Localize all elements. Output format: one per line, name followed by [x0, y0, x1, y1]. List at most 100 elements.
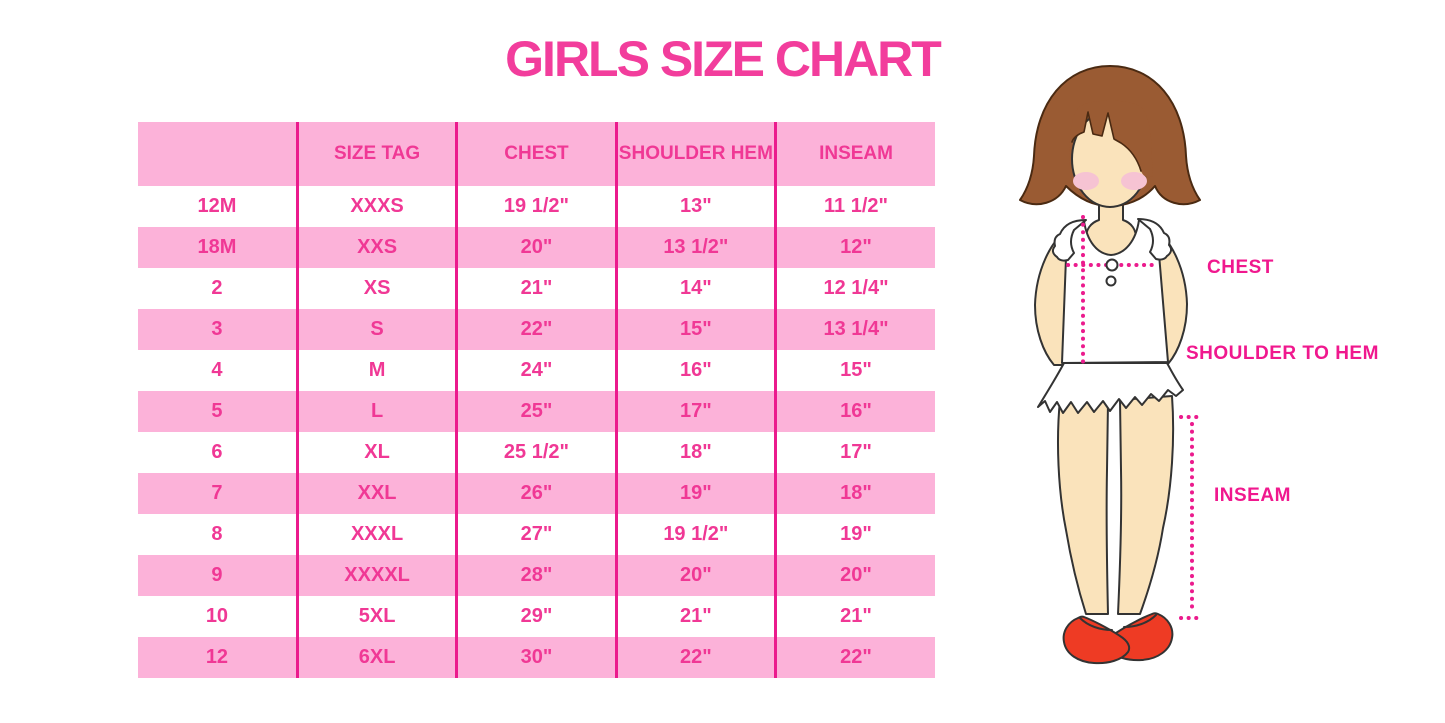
size-cell: XXXXL	[297, 555, 459, 596]
top-button	[1105, 258, 1119, 272]
size-cell: 11 1/2"	[775, 186, 935, 227]
table-row: 10 5XL 29" 21" 21"	[138, 596, 935, 637]
size-cell: XXXS	[297, 186, 459, 227]
size-cell: 22"	[456, 309, 618, 350]
size-cell: 22"	[775, 637, 935, 678]
size-chart-table: SIZE TAG CHEST SHOULDER HEM INSEAM 12M X…	[138, 122, 935, 678]
size-cell: 4	[138, 350, 299, 391]
size-cell: 27"	[456, 514, 618, 555]
right-blush	[1121, 172, 1147, 190]
size-cell: 19"	[775, 514, 935, 555]
left-shoe-strap	[1079, 617, 1113, 631]
size-cell: 28"	[456, 555, 618, 596]
size-cell: 20"	[456, 227, 618, 268]
size-cell: 19 1/2"	[456, 186, 618, 227]
left-shoe	[1062, 615, 1131, 665]
size-cell: 16"	[616, 350, 778, 391]
skirt-ruffle	[1037, 362, 1184, 414]
table-row: 12M XXXS 19 1/2" 13" 11 1/2"	[138, 186, 935, 227]
page-title: GIRLS SIZE CHART	[505, 31, 942, 87]
left-leg	[1057, 399, 1109, 615]
size-cell: 12	[138, 637, 299, 678]
size-cell: 13"	[616, 186, 778, 227]
size-cell: 5	[138, 391, 299, 432]
size-cell: 17"	[775, 432, 935, 473]
table-row: 8 XXXL 27" 19 1/2" 19"	[138, 514, 935, 555]
column-header-size-tag: SIZE TAG	[297, 122, 459, 186]
size-cell: XXL	[297, 473, 459, 514]
size-cell: 22"	[616, 637, 778, 678]
size-cell: 19 1/2"	[616, 514, 778, 555]
shoulder-to-hem-label: SHOULDER TO HEM	[1186, 343, 1379, 364]
column-header-shoulder-hem: SHOULDER HEM	[616, 122, 778, 186]
size-cell: 3	[138, 309, 299, 350]
right-shoe-strap	[1123, 614, 1157, 628]
size-cell: 24"	[456, 350, 618, 391]
inseam-dotted-line	[1179, 415, 1205, 620]
size-cell: 21"	[616, 596, 778, 637]
table-row: 2 XS 21" 14" 12 1/4"	[138, 268, 935, 309]
size-cell: 30"	[456, 637, 618, 678]
measurement-diagram: CHEST SHOULDER TO HEM INSEAM	[1019, 65, 1379, 665]
size-cell: 15"	[775, 350, 935, 391]
size-cell: 15"	[616, 309, 778, 350]
left-blush	[1073, 172, 1099, 190]
size-chart-body: 12M XXXS 19 1/2" 13" 11 1/2" 18M XXS 20"…	[138, 186, 935, 678]
size-cell: 25"	[456, 391, 618, 432]
size-cell: 21"	[456, 268, 618, 309]
table-row: 12 6XL 30" 22" 22"	[138, 637, 935, 678]
size-cell: 2	[138, 268, 299, 309]
size-cell: 21"	[775, 596, 935, 637]
size-cell: 18M	[138, 227, 299, 268]
size-cell: XS	[297, 268, 459, 309]
size-cell: 8	[138, 514, 299, 555]
size-cell: 7	[138, 473, 299, 514]
size-cell: S	[297, 309, 459, 350]
bangs-edge	[1071, 111, 1142, 172]
size-cell: 29"	[456, 596, 618, 637]
table-row: 18M XXS 20" 13 1/2" 12"	[138, 227, 935, 268]
size-cell: 20"	[616, 555, 778, 596]
size-cell: 19"	[616, 473, 778, 514]
size-cell: 12"	[775, 227, 935, 268]
size-cell: XXS	[297, 227, 459, 268]
size-cell: 12 1/4"	[775, 268, 935, 309]
column-header-chest: CHEST	[456, 122, 618, 186]
right-leg	[1117, 395, 1175, 615]
size-cell: 13 1/2"	[616, 227, 778, 268]
size-cell: 5XL	[297, 596, 459, 637]
size-cell: 9	[138, 555, 299, 596]
size-cell: 26"	[456, 473, 618, 514]
table-row: 6 XL 25 1/2" 18" 17"	[138, 432, 935, 473]
size-cell: 6	[138, 432, 299, 473]
size-cell: M	[297, 350, 459, 391]
red-shoes-icon	[1062, 612, 1174, 665]
size-cell: XL	[297, 432, 459, 473]
size-cell: 18"	[616, 432, 778, 473]
size-cell: 20"	[775, 555, 935, 596]
column-header-blank	[138, 122, 299, 186]
column-header-inseam: INSEAM	[775, 122, 935, 186]
table-row: 9 XXXXL 28" 20" 20"	[138, 555, 935, 596]
size-cell: 18"	[775, 473, 935, 514]
right-shoulder-ruffle	[1137, 218, 1173, 261]
girl-figure-icon	[1019, 65, 1201, 665]
size-cell: L	[297, 391, 459, 432]
table-row: 3 S 22" 15" 13 1/4"	[138, 309, 935, 350]
size-cell: 10	[138, 596, 299, 637]
size-cell: 12M	[138, 186, 299, 227]
chest-label: CHEST	[1207, 257, 1274, 278]
table-row: 5 L 25" 17" 16"	[138, 391, 935, 432]
size-chart-header: SIZE TAG CHEST SHOULDER HEM INSEAM	[138, 122, 935, 186]
header-row: SIZE TAG CHEST SHOULDER HEM INSEAM	[138, 122, 935, 186]
table-row: 7 XXL 26" 19" 18"	[138, 473, 935, 514]
size-cell: 13 1/4"	[775, 309, 935, 350]
size-cell: 16"	[775, 391, 935, 432]
inseam-label: INSEAM	[1214, 485, 1291, 506]
table-row: 4 M 24" 16" 15"	[138, 350, 935, 391]
size-cell: 14"	[616, 268, 778, 309]
size-cell: 25 1/2"	[456, 432, 618, 473]
size-cell: 17"	[616, 391, 778, 432]
left-shoulder-ruffle	[1051, 219, 1087, 262]
